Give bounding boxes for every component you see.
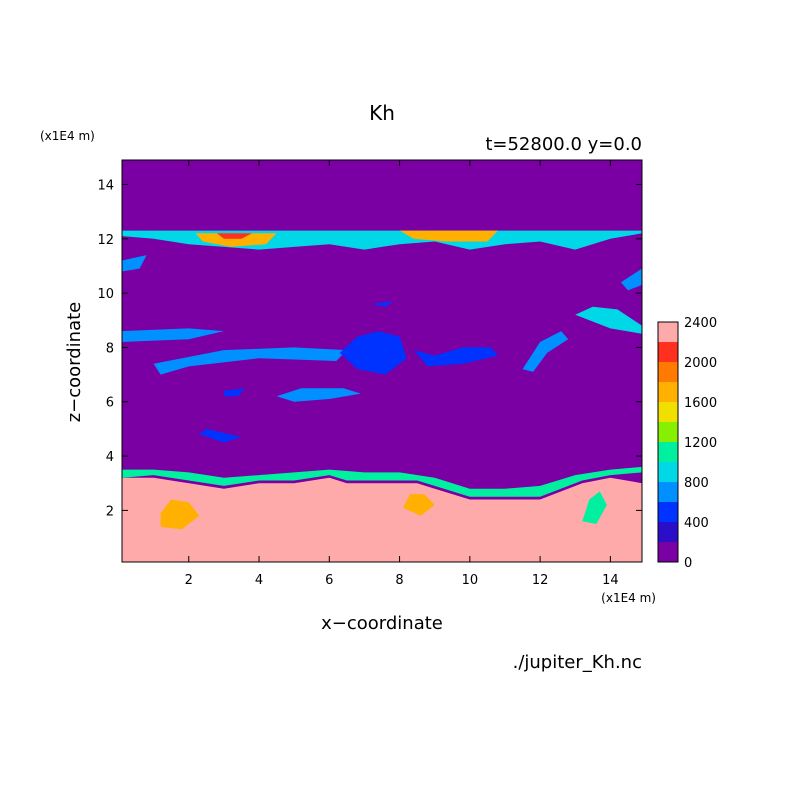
- colorbar-tick-label: 2000: [684, 356, 717, 371]
- colorbar-ticks: 0 400 800 1200 1600 2000 2400: [684, 316, 717, 571]
- contour-blob-10: [223, 388, 245, 397]
- contour-eddy-4: [441, 499, 541, 543]
- contour-blob-9: [620, 268, 642, 291]
- contour-blob-11: [371, 301, 393, 307]
- contour-blob-12: [199, 428, 242, 443]
- y-tick-label: 12: [97, 233, 114, 248]
- colorbar-swatch: [658, 482, 678, 502]
- x-tick-label: 12: [532, 573, 549, 588]
- x-tick-label: 2: [185, 573, 193, 588]
- colorbar: 0 400 800 1200 1600 2000 2400: [657, 316, 717, 571]
- chart-subtitle: t=52800.0 y=0.0: [485, 134, 642, 155]
- colorbar-frame: [657, 321, 679, 563]
- contour-upper-band-hot-1: [195, 233, 277, 247]
- y-tick-label: 14: [97, 178, 114, 193]
- plot-frame: [121, 159, 643, 563]
- colorbar-swatch: [658, 502, 678, 522]
- contour-lower-layer-edge: [122, 466, 642, 497]
- y-unit-label: (x1E4 m): [40, 129, 95, 143]
- y-axis-title: z−coordinate: [64, 302, 85, 423]
- contour-upper-band-hot-2: [399, 230, 498, 242]
- colorbar-tick-label: 1600: [684, 396, 717, 411]
- chart-title: Kh: [369, 101, 395, 125]
- colorbar-tick-label: 1200: [684, 436, 717, 451]
- colorbar-swatch: [658, 542, 678, 562]
- colorbar-swatch: [658, 402, 678, 422]
- colorbar-swatch: [658, 422, 678, 442]
- x-tick-label: 14: [602, 573, 619, 588]
- colorbar-swatch: [658, 442, 678, 462]
- colorbar-swatch: [658, 322, 678, 342]
- colorbar-swatch: [658, 382, 678, 402]
- contour-eddy-2: [220, 488, 337, 524]
- y-axis: 2 4 6 8 10 12 14: [97, 178, 642, 519]
- x-axis-title: x−coordinate: [321, 613, 443, 634]
- contour-blob-4: [413, 347, 498, 367]
- x-tick-label: 6: [325, 573, 333, 588]
- colorbar-tick-label: 0: [684, 556, 692, 571]
- y-tick-label: 8: [106, 341, 114, 356]
- y-tick-label: 10: [97, 287, 114, 302]
- contour-eddy-3-core: [403, 494, 435, 516]
- contour-blob-1: [122, 328, 224, 342]
- colorbar-tick-label: 2400: [684, 316, 717, 331]
- contour-eddy-1-core: [160, 499, 200, 530]
- source-file-label: ./jupiter_Kh.nc: [513, 652, 642, 673]
- colorbar-swatch: [658, 462, 678, 482]
- y-tick-label: 4: [106, 450, 114, 465]
- colorbar-swatch: [658, 362, 678, 382]
- contour-blob-2: [153, 347, 347, 375]
- contour-blob-3: [339, 331, 407, 375]
- y-tick-label: 6: [106, 396, 114, 411]
- x-axis: 2 4 6 8 10 12 14: [185, 160, 619, 588]
- plot-area: [121, 159, 643, 563]
- contour-blob-7: [276, 388, 361, 402]
- y-tick-label: 2: [106, 504, 114, 519]
- colorbar-swatch: [658, 522, 678, 542]
- contour-upper-band-red: [216, 233, 252, 239]
- contour-blob-8: [122, 255, 147, 272]
- contour-blob-6: [575, 306, 642, 334]
- colorbar-swatch: [658, 342, 678, 362]
- x-unit-label: (x1E4 m): [601, 591, 656, 605]
- x-tick-label: 10: [462, 573, 479, 588]
- colorbar-swatches: [658, 322, 678, 562]
- x-tick-label: 4: [255, 573, 263, 588]
- contour-eddy-5-core: [582, 491, 607, 524]
- colorbar-tick-label: 400: [684, 516, 709, 531]
- colorbar-tick-label: 800: [684, 476, 709, 491]
- contour-regions: [122, 230, 642, 562]
- x-tick-label: 8: [395, 573, 403, 588]
- contour-blob-5: [522, 331, 569, 372]
